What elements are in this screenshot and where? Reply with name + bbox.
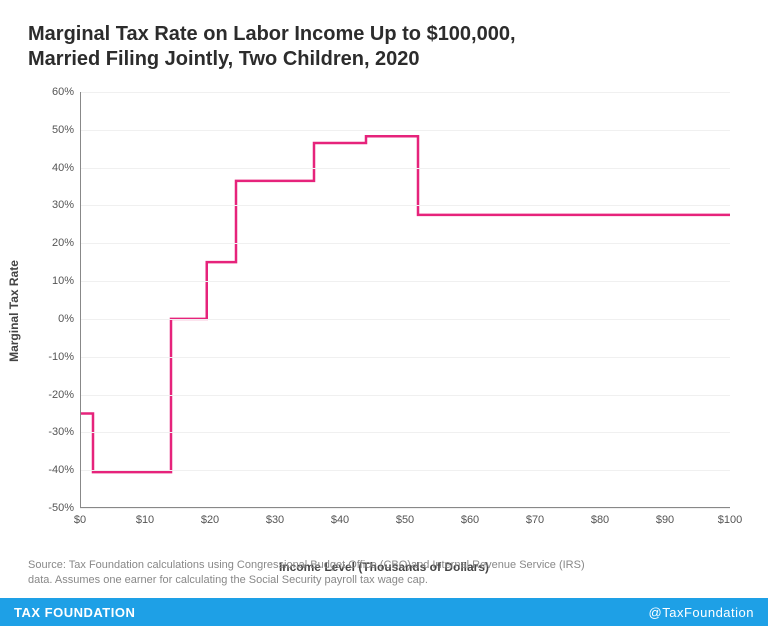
y-tick-label: -40%: [48, 464, 80, 476]
x-tick-label: $60: [461, 508, 479, 526]
x-tick-label: $40: [331, 508, 349, 526]
x-axis: [80, 507, 730, 508]
y-axis-label: Marginal Tax Rate: [7, 260, 21, 362]
chart-card: Marginal Tax Rate on Labor Income Up to …: [0, 0, 768, 626]
y-tick-label: 30%: [52, 199, 80, 211]
x-tick-label: $80: [591, 508, 609, 526]
source-line-1: Source: Tax Foundation calculations usin…: [28, 558, 740, 573]
plot-area: -50%-40%-30%-20%-10%0%10%20%30%40%50%60%…: [80, 92, 730, 508]
source-note: Source: Tax Foundation calculations usin…: [28, 558, 740, 588]
gridline-y: [80, 319, 730, 320]
y-tick-label: 40%: [52, 162, 80, 174]
y-axis: [80, 92, 81, 508]
gridline-y: [80, 130, 730, 131]
gridline-y: [80, 432, 730, 433]
chart-area: Marginal Tax Rate -50%-40%-30%-20%-10%0%…: [28, 92, 740, 530]
gridline-y: [80, 357, 730, 358]
data-line: [80, 92, 730, 508]
x-tick-label: $70: [526, 508, 544, 526]
x-tick-label: $30: [266, 508, 284, 526]
y-tick-label: -30%: [48, 426, 80, 438]
y-tick-label: 20%: [52, 237, 80, 249]
source-line-2: data. Assumes one earner for calculating…: [28, 573, 740, 588]
gridline-y: [80, 281, 730, 282]
x-tick-label: $50: [396, 508, 414, 526]
footer-handle: @TaxFoundation: [649, 605, 754, 620]
x-tick-label: $0: [74, 508, 86, 526]
footer-brand: TAX FOUNDATION: [14, 605, 135, 620]
x-tick-label: $90: [656, 508, 674, 526]
y-tick-label: 10%: [52, 275, 80, 287]
gridline-y: [80, 243, 730, 244]
gridline-y: [80, 92, 730, 93]
footer-bar: TAX FOUNDATION @TaxFoundation: [0, 598, 768, 626]
gridline-y: [80, 168, 730, 169]
gridline-y: [80, 470, 730, 471]
y-tick-label: -20%: [48, 389, 80, 401]
y-tick-label: -10%: [48, 351, 80, 363]
gridline-y: [80, 395, 730, 396]
chart-title: Marginal Tax Rate on Labor Income Up to …: [0, 0, 768, 76]
x-tick-label: $10: [136, 508, 154, 526]
y-tick-label: 50%: [52, 124, 80, 136]
title-line-2: Married Filing Jointly, Two Children, 20…: [28, 47, 740, 72]
y-tick-label: 0%: [58, 313, 80, 325]
y-tick-label: 60%: [52, 86, 80, 98]
title-line-1: Marginal Tax Rate on Labor Income Up to …: [28, 22, 740, 47]
x-tick-label: $100: [718, 508, 742, 526]
x-tick-label: $20: [201, 508, 219, 526]
gridline-y: [80, 205, 730, 206]
